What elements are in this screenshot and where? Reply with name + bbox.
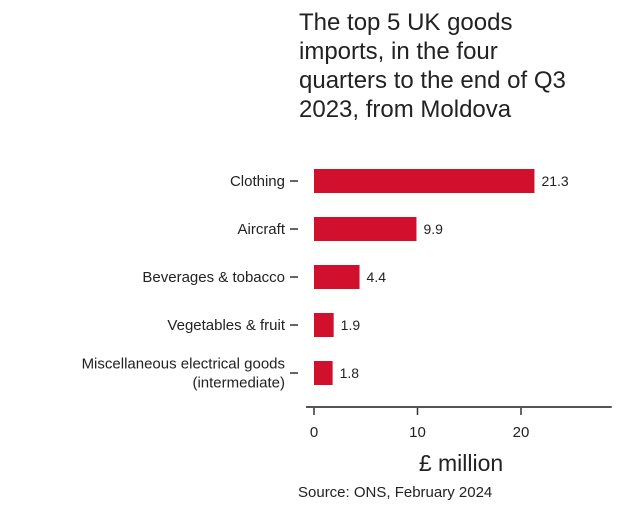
chart-title: The top 5 UK goods imports, in the four … [299, 8, 619, 124]
bar-0 [314, 169, 535, 193]
category-label-4-1: (intermediate) [192, 375, 285, 392]
chart-title-line-3: quarters to the end of Q3 [299, 67, 566, 94]
chart-title-line-2: imports, in the four [299, 38, 498, 65]
bar-1 [314, 217, 417, 241]
data-label-1: 9.9 [423, 221, 443, 237]
chart-title-line-1: The top 5 UK goods [299, 9, 513, 36]
data-label-2: 4.4 [367, 269, 387, 285]
data-label-4: 1.8 [340, 365, 360, 381]
x-tick-label-2: 20 [513, 424, 530, 441]
source-note: Source: ONS, February 2024 [298, 484, 493, 501]
bar-3 [314, 313, 334, 337]
category-label-1-0: Aircraft [237, 221, 285, 238]
category-label-0-0: Clothing [230, 173, 285, 190]
bar-2 [314, 265, 360, 289]
bar-4 [314, 361, 333, 385]
category-label-2-0: Beverages & tobacco [142, 269, 285, 286]
chart-title-line-4: 2023, from Moldova [299, 96, 512, 123]
x-tick-label-1: 10 [409, 424, 426, 441]
category-label-4-0: Miscellaneous electrical goods [82, 356, 285, 373]
x-axis-title: £ million [419, 450, 503, 476]
data-label-0: 21.3 [541, 173, 568, 189]
x-tick-label-0: 0 [310, 424, 318, 441]
data-label-3: 1.9 [341, 317, 361, 333]
category-label-3-0: Vegetables & fruit [167, 317, 285, 334]
